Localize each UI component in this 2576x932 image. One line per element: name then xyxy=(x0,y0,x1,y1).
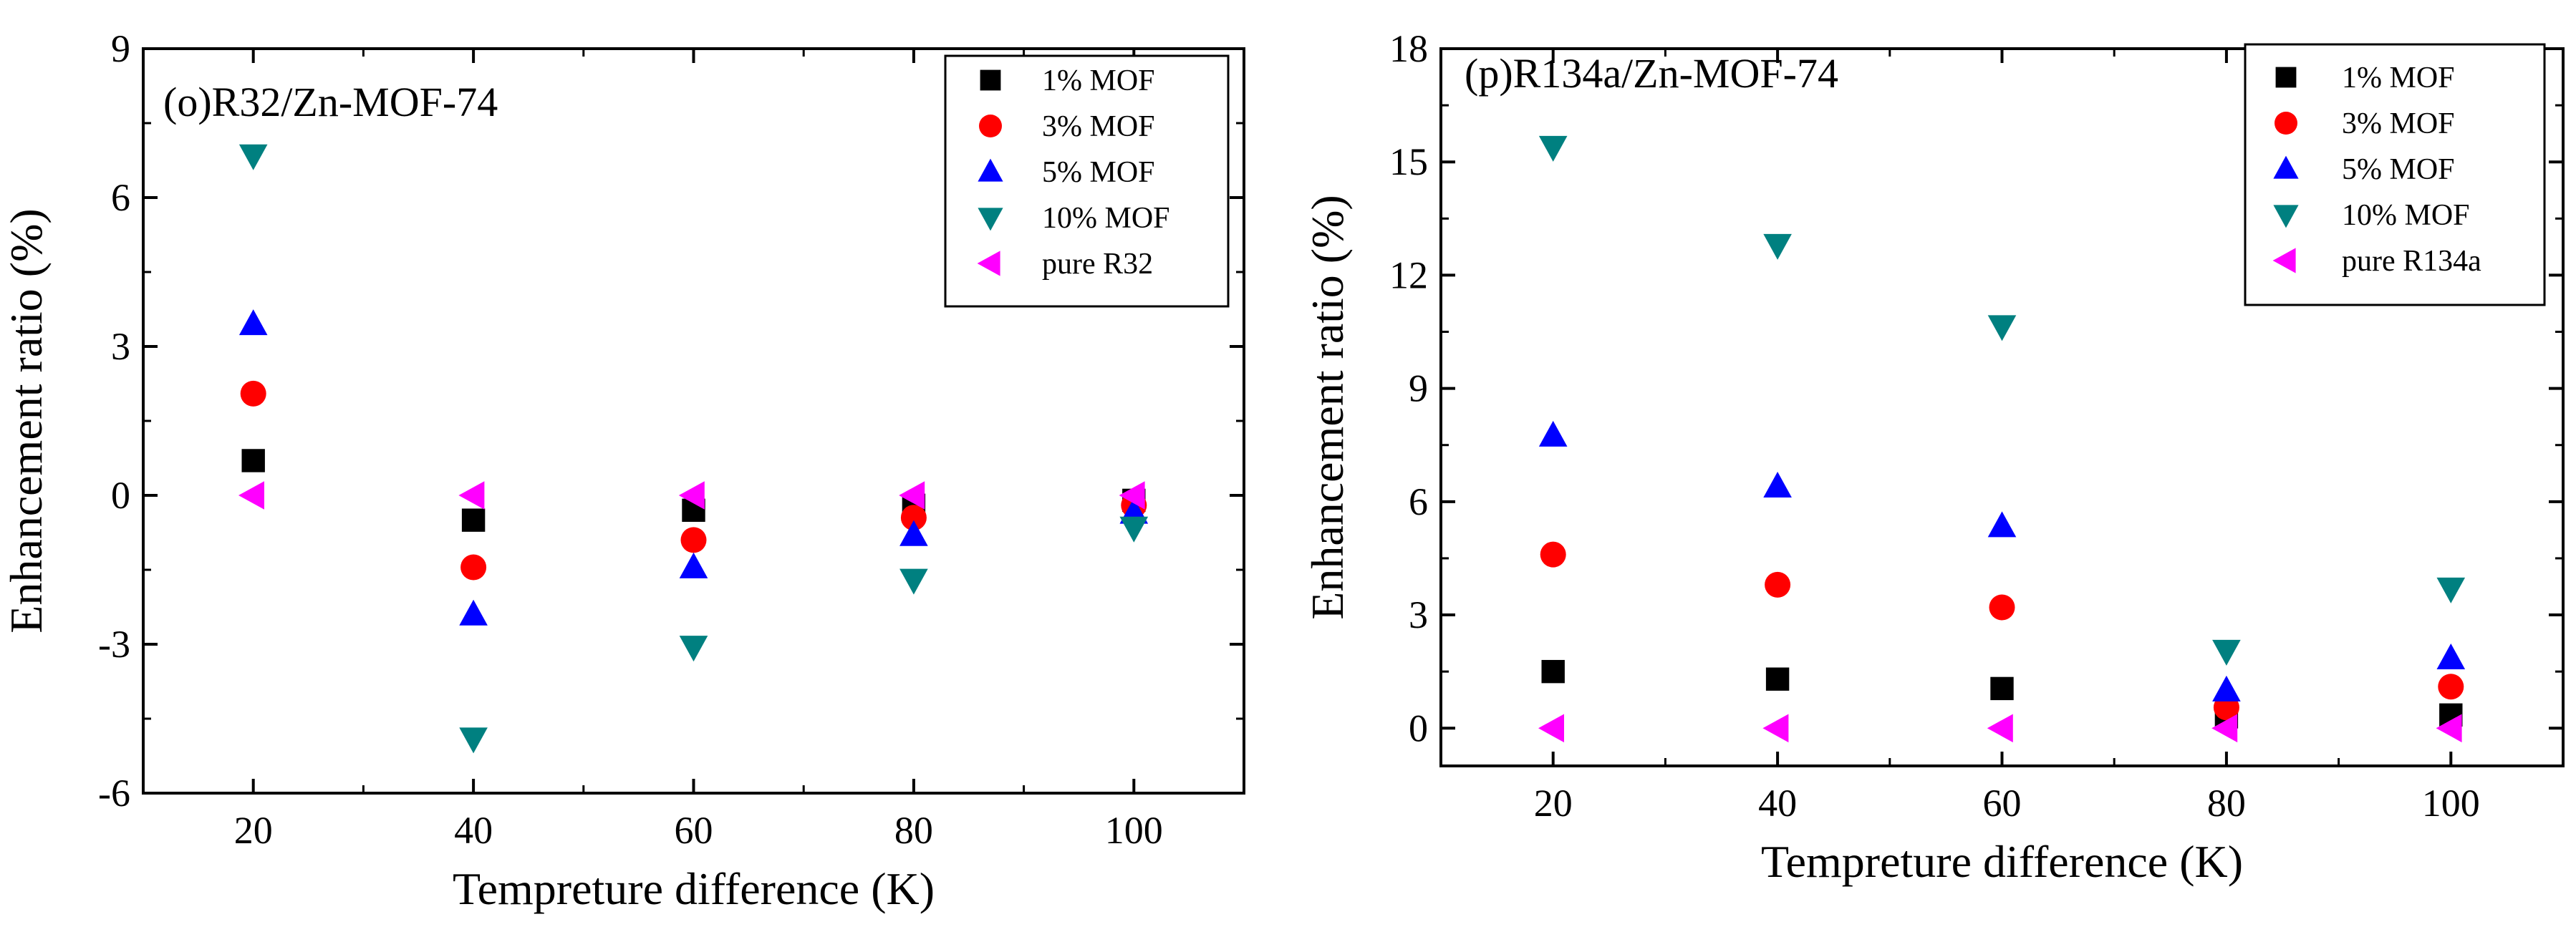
data-point-pure-r32 xyxy=(678,481,705,510)
data-point-1-mof xyxy=(241,449,265,472)
y-tick-label: 9 xyxy=(1409,367,1428,410)
data-point-1-mof xyxy=(1765,667,1790,691)
y-axis-label: Enhancement ratio (%) xyxy=(1302,195,1353,620)
data-point-pure-r32 xyxy=(1119,481,1145,510)
data-point-5-mof xyxy=(899,520,928,546)
data-point-pure-r134a xyxy=(1987,714,2013,743)
data-point-5-mof xyxy=(1987,511,2017,538)
data-point-3-mof xyxy=(900,505,927,531)
y-tick-label: 3 xyxy=(111,325,130,368)
data-point-5-mof xyxy=(1538,420,1568,447)
x-tick-label: 100 xyxy=(1105,809,1163,852)
data-point-1-mof xyxy=(1990,676,2014,701)
x-axis-label: Tempreture difference (K) xyxy=(1761,836,2243,887)
data-point-5-mof xyxy=(1763,472,1792,498)
data-point-pure-r32 xyxy=(899,481,925,510)
x-tick-label: 40 xyxy=(1758,782,1797,825)
x-tick-label: 20 xyxy=(234,809,273,852)
x-tick-label: 80 xyxy=(894,809,933,852)
data-point-5-mof xyxy=(2212,675,2241,702)
legend-marker xyxy=(979,115,1002,137)
legend-label: pure R134a xyxy=(2342,245,2481,278)
data-point-5-mof xyxy=(2436,644,2466,669)
data-point-5-mof xyxy=(459,599,488,626)
legend-label: 10% MOF xyxy=(1042,202,1170,235)
y-tick-label: 6 xyxy=(111,176,130,219)
x-tick-label: 60 xyxy=(675,809,713,852)
data-point-pure-r32 xyxy=(238,481,264,510)
data-point-3-mof xyxy=(1540,541,1566,568)
legend-marker xyxy=(977,251,1000,276)
legend-label: 3% MOF xyxy=(2342,107,2455,140)
y-tick-label: 3 xyxy=(1409,593,1428,636)
y-tick-label: 0 xyxy=(111,474,130,517)
data-point-1-mof xyxy=(461,508,486,532)
legend-marker xyxy=(2275,67,2297,88)
x-tick-label: 60 xyxy=(1983,782,2022,825)
legend-marker xyxy=(978,208,1003,231)
y-tick-label: 18 xyxy=(1389,27,1428,70)
x-axis-label: Tempreture difference (K) xyxy=(453,863,935,914)
legend-label: 1% MOF xyxy=(2342,62,2455,94)
data-point-pure-r134a xyxy=(2211,714,2238,743)
data-point-3-mof xyxy=(2438,674,2464,700)
data-point-3-mof xyxy=(1989,594,2015,621)
x-tick-label: 20 xyxy=(1534,782,1573,825)
data-point-5-mof xyxy=(679,552,708,578)
data-point-10-mof xyxy=(2436,577,2466,603)
chart-title: (p)R134a/Zn-MOF-74 xyxy=(1465,50,1838,97)
x-tick-label: 80 xyxy=(2207,782,2246,825)
x-tick-label: 100 xyxy=(2422,782,2480,825)
y-tick-label: 15 xyxy=(1389,140,1428,183)
data-point-pure-r134a xyxy=(2436,714,2462,743)
legend-marker xyxy=(2273,205,2299,228)
legend-label: 5% MOF xyxy=(1042,156,1155,189)
legend-marker xyxy=(980,69,1001,91)
data-point-3-mof xyxy=(460,554,487,581)
legend-label: 5% MOF xyxy=(2342,153,2455,186)
legend: 1% MOF 3% MOF 5% MOF 10% MOF pure R134a xyxy=(2244,43,2546,306)
legend-label: pure R32 xyxy=(1042,248,1153,281)
data-points xyxy=(1538,135,2466,743)
data-point-3-mof xyxy=(240,380,266,407)
data-point-5-mof xyxy=(238,309,268,336)
y-tick-label: 0 xyxy=(1409,707,1428,749)
x-tick-label: 40 xyxy=(454,809,493,852)
y-tick-label: 12 xyxy=(1389,253,1428,296)
data-point-10-mof xyxy=(1538,135,1568,162)
data-point-pure-r134a xyxy=(1538,714,1564,743)
data-point-10-mof xyxy=(459,727,488,754)
y-tick-label: -6 xyxy=(98,772,130,815)
data-point-1-mof xyxy=(1541,659,1565,684)
data-point-10-mof xyxy=(1763,233,1792,260)
data-point-10-mof xyxy=(679,636,708,662)
data-point-3-mof xyxy=(1765,571,1791,598)
y-axis-label: Enhancement ratio (%) xyxy=(1,208,52,634)
data-point-pure-r134a xyxy=(1762,714,1789,743)
legend-marker xyxy=(2272,248,2296,273)
legend-marker xyxy=(2273,155,2299,179)
legend: 1% MOF 3% MOF 5% MOF 10% MOF pure R32 xyxy=(944,54,1230,308)
data-point-10-mof xyxy=(899,568,928,595)
data-point-10-mof xyxy=(1987,315,2017,341)
data-point-10-mof xyxy=(2212,639,2241,666)
data-point-pure-r32 xyxy=(458,481,485,510)
y-tick-label: -3 xyxy=(98,623,130,666)
legend-marker xyxy=(2274,112,2297,135)
chart-panel-r134a: 20 40 60 80 100 0 3 6 9 12 15 18 Tempreture differen… xyxy=(1302,27,2565,887)
legend-label: 3% MOF xyxy=(1042,110,1155,143)
data-points xyxy=(238,144,1149,754)
legend-label: 1% MOF xyxy=(1042,64,1155,97)
data-point-10-mof xyxy=(1119,516,1149,543)
data-point-10-mof xyxy=(238,144,268,170)
data-point-3-mof xyxy=(680,527,707,553)
y-tick-label: 9 xyxy=(111,27,130,70)
chart-title: (o)R32/Zn-MOF-74 xyxy=(163,79,498,125)
chart-panel-r32: 20 40 60 80 100 -6 -3 0 3 6 9 Tempreture difference… xyxy=(1,27,1245,914)
legend-marker xyxy=(978,158,1003,182)
y-tick-label: 6 xyxy=(1409,480,1428,523)
legend-label: 10% MOF xyxy=(2342,199,2470,232)
